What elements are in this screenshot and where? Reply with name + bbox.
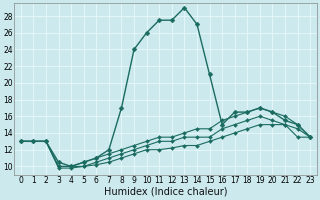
X-axis label: Humidex (Indice chaleur): Humidex (Indice chaleur): [104, 187, 227, 197]
